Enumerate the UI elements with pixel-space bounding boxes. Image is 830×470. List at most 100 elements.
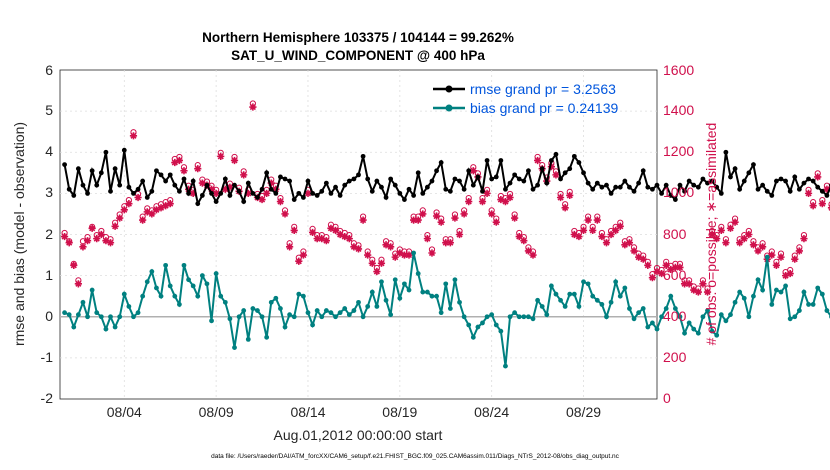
rmse-point	[530, 186, 536, 192]
bias-point	[282, 324, 288, 330]
obs-assimilated-point	[818, 200, 826, 208]
chart-title-line2: SAT_U_WIND_COMPONENT @ 400 hPa	[231, 48, 485, 63]
obs-assimilated-point	[676, 263, 684, 271]
legend-bias-marker	[445, 104, 453, 112]
bias-point	[167, 283, 173, 289]
bias-point	[209, 318, 214, 324]
obs-assimilated-point	[722, 239, 730, 247]
obs-assimilated-point	[501, 198, 510, 206]
bias-point	[190, 283, 196, 289]
rmse-point	[369, 188, 375, 194]
obs-assimilated-point	[823, 185, 830, 193]
obs-assimilated-point	[511, 214, 519, 222]
rmse-point	[718, 190, 724, 196]
rmse-point	[342, 182, 348, 188]
rmse-point	[236, 188, 242, 194]
bias-point	[255, 308, 260, 313]
obs-assimilated-point	[777, 253, 785, 261]
bias-point	[397, 295, 403, 301]
obs-assimilated-point	[639, 255, 647, 263]
bias-point	[259, 314, 265, 320]
y-tick-right-label: 600	[663, 267, 687, 283]
bias-point	[824, 308, 830, 313]
bias-point	[581, 279, 586, 285]
rmse-point	[149, 188, 155, 194]
obs-assimilated-point	[304, 189, 312, 197]
rmse-point	[723, 149, 729, 155]
obs-assimilated-point	[102, 237, 110, 245]
obs-assimilated-point	[446, 239, 454, 247]
rmse-point	[728, 174, 733, 180]
bias-point	[406, 287, 412, 293]
obs-assimilated-point	[359, 216, 367, 224]
rmse-point	[498, 158, 504, 163]
obs-assimilated-point	[598, 232, 606, 241]
obs-assimilated-point	[800, 235, 808, 243]
obs-assimilated-point	[111, 222, 119, 230]
bias-point	[801, 289, 807, 295]
obs-assimilated-point	[281, 210, 289, 218]
rmse-point	[75, 166, 81, 172]
rmse-point	[489, 176, 495, 182]
legend-rmse-label: rmse grand pr = 3.2563	[470, 81, 616, 97]
obs-assimilated-point	[157, 204, 165, 212]
bias-point	[204, 281, 210, 287]
obs-assimilated-point	[83, 237, 92, 245]
bias-point	[755, 277, 761, 283]
bias-point	[480, 320, 485, 326]
obs-assimilated-point	[396, 249, 404, 257]
rmse-point	[227, 193, 233, 198]
rmse-point	[388, 176, 394, 182]
obs-assimilated-point	[515, 232, 523, 241]
rmse-point	[774, 178, 779, 184]
rmse-point	[273, 190, 279, 196]
rmse-point	[250, 190, 256, 196]
rmse-point	[406, 186, 412, 192]
bias-point	[140, 293, 146, 299]
bias-point	[415, 271, 421, 276]
bias-point	[273, 295, 279, 301]
obs-assimilated-point	[308, 228, 317, 237]
bias-point	[356, 299, 361, 305]
obs-assimilated-point	[804, 189, 813, 197]
obs-assimilated-point	[703, 288, 712, 296]
bias-point	[447, 306, 453, 311]
obs-assimilated-point	[685, 280, 693, 288]
bias-point	[503, 363, 508, 369]
obs-assimilated-point	[175, 156, 183, 165]
bias-point	[493, 322, 499, 328]
rmse-point	[443, 186, 449, 192]
obs-assimilated-point	[731, 218, 739, 226]
bias-point	[232, 345, 237, 350]
bias-point	[590, 293, 596, 299]
bias-point	[723, 318, 729, 324]
rmse-point	[732, 166, 738, 172]
rmse-point	[98, 170, 104, 176]
obs-assimilated-point	[139, 216, 147, 224]
rmse-point	[567, 166, 573, 172]
bias-point	[741, 295, 747, 301]
bias-point	[526, 314, 531, 320]
bias-point	[420, 289, 426, 295]
obs-assimilated-point	[354, 245, 363, 253]
obs-assimilated-point	[630, 247, 638, 255]
rmse-point	[121, 147, 127, 153]
y-tick-left-label: 4	[45, 143, 53, 159]
y-tick-left-label: 5	[45, 102, 53, 118]
rmse-point	[636, 180, 642, 186]
obs-assimilated-point	[759, 243, 767, 251]
obs-assimilated-point	[198, 179, 206, 187]
y-tick-right-label: 200	[663, 349, 687, 365]
rmse-point	[112, 166, 118, 172]
obs-assimilated-point	[129, 132, 138, 140]
obs-assimilated-point	[690, 286, 698, 294]
bias-point	[682, 330, 687, 336]
x-axis: 08/04 08/09 08/14 08/19 08/24 08/29	[107, 404, 601, 420]
obs-assimilated-point	[469, 167, 477, 175]
bias-point	[732, 299, 738, 305]
obs-assimilated-point	[492, 218, 500, 226]
obs-assimilated-point	[547, 163, 555, 171]
obs-assimilated-point	[263, 189, 271, 197]
obs-assimilated-point	[65, 239, 73, 247]
bias-point	[691, 326, 697, 332]
